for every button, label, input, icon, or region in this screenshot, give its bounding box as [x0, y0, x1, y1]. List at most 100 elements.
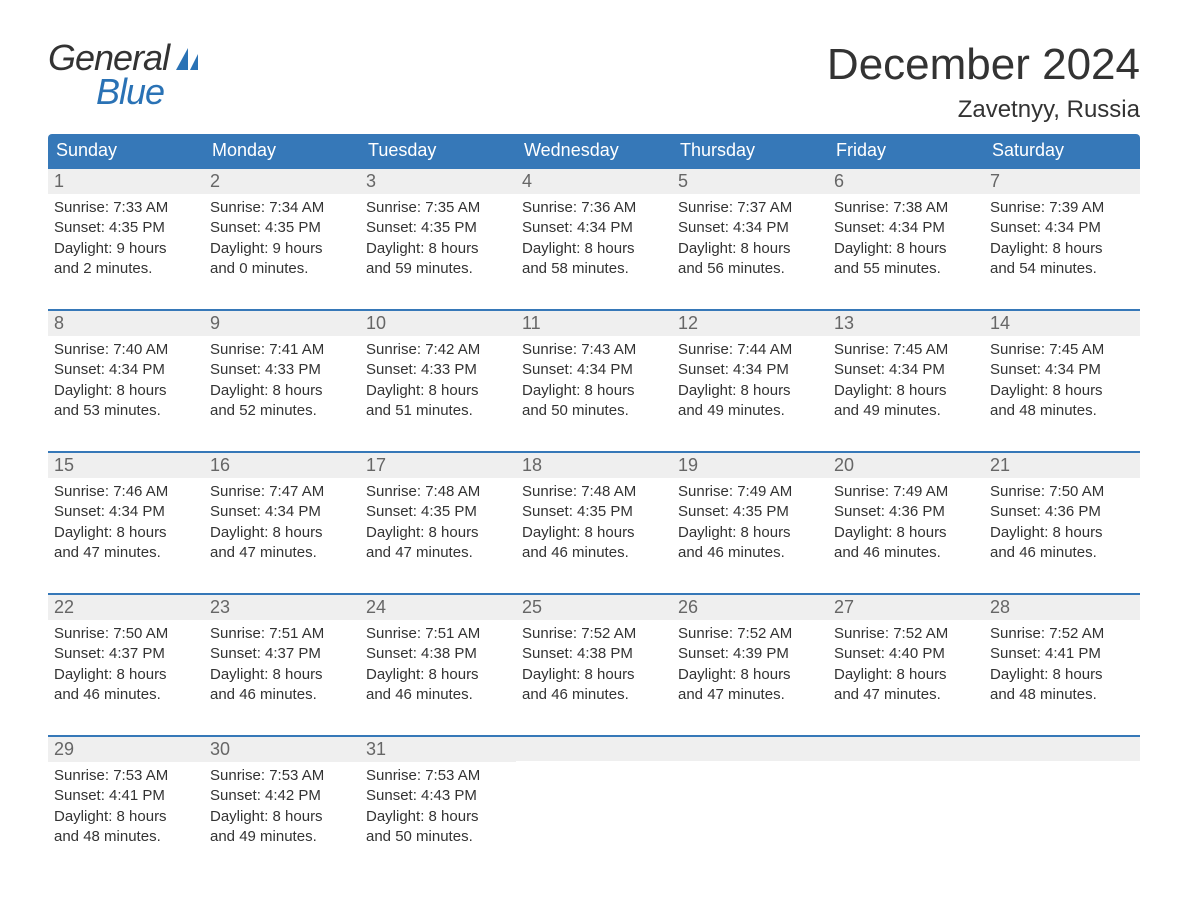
day-number: 20	[834, 455, 854, 475]
day-cell: 15Sunrise: 7:46 AMSunset: 4:34 PMDayligh…	[48, 453, 204, 573]
day-number: 9	[210, 313, 220, 333]
day-number: 18	[522, 455, 542, 475]
day-number-row: 11	[516, 311, 672, 336]
day-body: Sunrise: 7:52 AMSunset: 4:38 PMDaylight:…	[516, 620, 672, 715]
day-d1: Daylight: 8 hours	[990, 239, 1134, 259]
logo-sail-icon	[176, 48, 204, 75]
day-d1: Daylight: 8 hours	[366, 381, 510, 401]
day-d2: and 50 minutes.	[366, 827, 510, 847]
week-row: 15Sunrise: 7:46 AMSunset: 4:34 PMDayligh…	[48, 451, 1140, 573]
day-number-row: 14	[984, 311, 1140, 336]
header: General Blue December 2024 Zavetnyy, Rus…	[48, 40, 1140, 124]
calendar: SundayMondayTuesdayWednesdayThursdayFrid…	[48, 134, 1140, 857]
day-number: 14	[990, 313, 1010, 333]
day-d1: Daylight: 8 hours	[54, 665, 198, 685]
day-sunrise: Sunrise: 7:50 AM	[990, 482, 1134, 502]
day-body: Sunrise: 7:48 AMSunset: 4:35 PMDaylight:…	[516, 478, 672, 573]
day-sunset: Sunset: 4:34 PM	[522, 360, 666, 380]
day-sunset: Sunset: 4:34 PM	[522, 218, 666, 238]
day-sunset: Sunset: 4:35 PM	[678, 502, 822, 522]
day-number-row: 15	[48, 453, 204, 478]
day-number-row: 16	[204, 453, 360, 478]
day-body: Sunrise: 7:53 AMSunset: 4:42 PMDaylight:…	[204, 762, 360, 857]
day-d1: Daylight: 8 hours	[990, 665, 1134, 685]
day-cell: 5Sunrise: 7:37 AMSunset: 4:34 PMDaylight…	[672, 169, 828, 289]
day-cell: 4Sunrise: 7:36 AMSunset: 4:34 PMDaylight…	[516, 169, 672, 289]
day-d2: and 46 minutes.	[834, 543, 978, 563]
day-sunset: Sunset: 4:35 PM	[210, 218, 354, 238]
day-d1: Daylight: 8 hours	[210, 807, 354, 827]
day-sunset: Sunset: 4:34 PM	[54, 502, 198, 522]
day-number: 15	[54, 455, 74, 475]
day-sunrise: Sunrise: 7:52 AM	[990, 624, 1134, 644]
day-sunset: Sunset: 4:37 PM	[54, 644, 198, 664]
day-cell: 22Sunrise: 7:50 AMSunset: 4:37 PMDayligh…	[48, 595, 204, 715]
day-cell: 6Sunrise: 7:38 AMSunset: 4:34 PMDaylight…	[828, 169, 984, 289]
day-number: 6	[834, 171, 844, 191]
day-number-row: 3	[360, 169, 516, 194]
day-d2: and 46 minutes.	[990, 543, 1134, 563]
day-d2: and 47 minutes.	[834, 685, 978, 705]
day-d2: and 2 minutes.	[54, 259, 198, 279]
day-cell: 29Sunrise: 7:53 AMSunset: 4:41 PMDayligh…	[48, 737, 204, 857]
day-sunset: Sunset: 4:34 PM	[834, 218, 978, 238]
day-sunrise: Sunrise: 7:52 AM	[834, 624, 978, 644]
day-number: 10	[366, 313, 386, 333]
day-cell: 7Sunrise: 7:39 AMSunset: 4:34 PMDaylight…	[984, 169, 1140, 289]
day-body: Sunrise: 7:49 AMSunset: 4:35 PMDaylight:…	[672, 478, 828, 573]
day-cell: 10Sunrise: 7:42 AMSunset: 4:33 PMDayligh…	[360, 311, 516, 431]
location: Zavetnyy, Russia	[827, 96, 1140, 124]
day-body: Sunrise: 7:52 AMSunset: 4:41 PMDaylight:…	[984, 620, 1140, 715]
day-d2: and 56 minutes.	[678, 259, 822, 279]
day-d2: and 46 minutes.	[522, 685, 666, 705]
day-sunrise: Sunrise: 7:43 AM	[522, 340, 666, 360]
day-number: 29	[54, 739, 74, 759]
day-cell: 3 Sunrise: 7:35 AMSunset: 4:35 PMDaylight…	[360, 169, 516, 289]
month-title: December 2024	[827, 40, 1140, 90]
day-number: 7	[990, 171, 1000, 191]
day-number-row: 10	[360, 311, 516, 336]
day-d2: and 59 minutes.	[366, 259, 510, 279]
day-d2: and 47 minutes.	[210, 543, 354, 563]
day-cell: 27Sunrise: 7:52 AMSunset: 4:40 PMDayligh…	[828, 595, 984, 715]
day-number: 24	[366, 597, 386, 617]
day-body: Sunrise: 7:35 AMSunset: 4:35 PMDaylight:…	[360, 194, 516, 289]
day-body: Sunrise: 7:52 AMSunset: 4:39 PMDaylight:…	[672, 620, 828, 715]
day-cell: 13Sunrise: 7:45 AMSunset: 4:34 PMDayligh…	[828, 311, 984, 431]
day-cell: 21Sunrise: 7:50 AMSunset: 4:36 PMDayligh…	[984, 453, 1140, 573]
weekday-header: Sunday	[48, 134, 204, 167]
day-number-row: 27	[828, 595, 984, 620]
day-number-row: 30	[204, 737, 360, 762]
day-body: Sunrise: 7:37 AMSunset: 4:34 PMDaylight:…	[672, 194, 828, 289]
day-d2: and 48 minutes.	[990, 401, 1134, 421]
day-sunrise: Sunrise: 7:44 AM	[678, 340, 822, 360]
day-number: 3	[366, 171, 376, 191]
day-d1: Daylight: 8 hours	[522, 665, 666, 685]
day-number: 8	[54, 313, 64, 333]
day-number: 13	[834, 313, 854, 333]
day-cell: 30Sunrise: 7:53 AMSunset: 4:42 PMDayligh…	[204, 737, 360, 857]
day-d1: Daylight: 8 hours	[522, 523, 666, 543]
day-sunrise: Sunrise: 7:36 AM	[522, 198, 666, 218]
day-d2: and 58 minutes.	[522, 259, 666, 279]
day-d1: Daylight: 8 hours	[366, 807, 510, 827]
day-d2: and 49 minutes.	[834, 401, 978, 421]
day-body: Sunrise: 7:50 AMSunset: 4:37 PMDaylight:…	[48, 620, 204, 715]
day-d2: and 46 minutes.	[54, 685, 198, 705]
day-number: 16	[210, 455, 230, 475]
day-d2: and 49 minutes.	[678, 401, 822, 421]
day-number: 25	[522, 597, 542, 617]
calendar-body: 1Sunrise: 7:33 AMSunset: 4:35 PMDaylight…	[48, 167, 1140, 857]
day-d2: and 47 minutes.	[54, 543, 198, 563]
day-cell: 2Sunrise: 7:34 AMSunset: 4:35 PMDaylight…	[204, 169, 360, 289]
day-number: 31	[366, 739, 386, 759]
day-sunset: Sunset: 4:33 PM	[210, 360, 354, 380]
day-d2: and 47 minutes.	[678, 685, 822, 705]
day-sunrise: Sunrise: 7:47 AM	[210, 482, 354, 502]
day-d1: Daylight: 8 hours	[990, 381, 1134, 401]
day-d2: and 46 minutes.	[678, 543, 822, 563]
day-number-row: 1	[48, 169, 204, 194]
day-cell: 19Sunrise: 7:49 AMSunset: 4:35 PMDayligh…	[672, 453, 828, 573]
day-d1: Daylight: 8 hours	[366, 523, 510, 543]
day-sunrise: Sunrise: 7:41 AM	[210, 340, 354, 360]
